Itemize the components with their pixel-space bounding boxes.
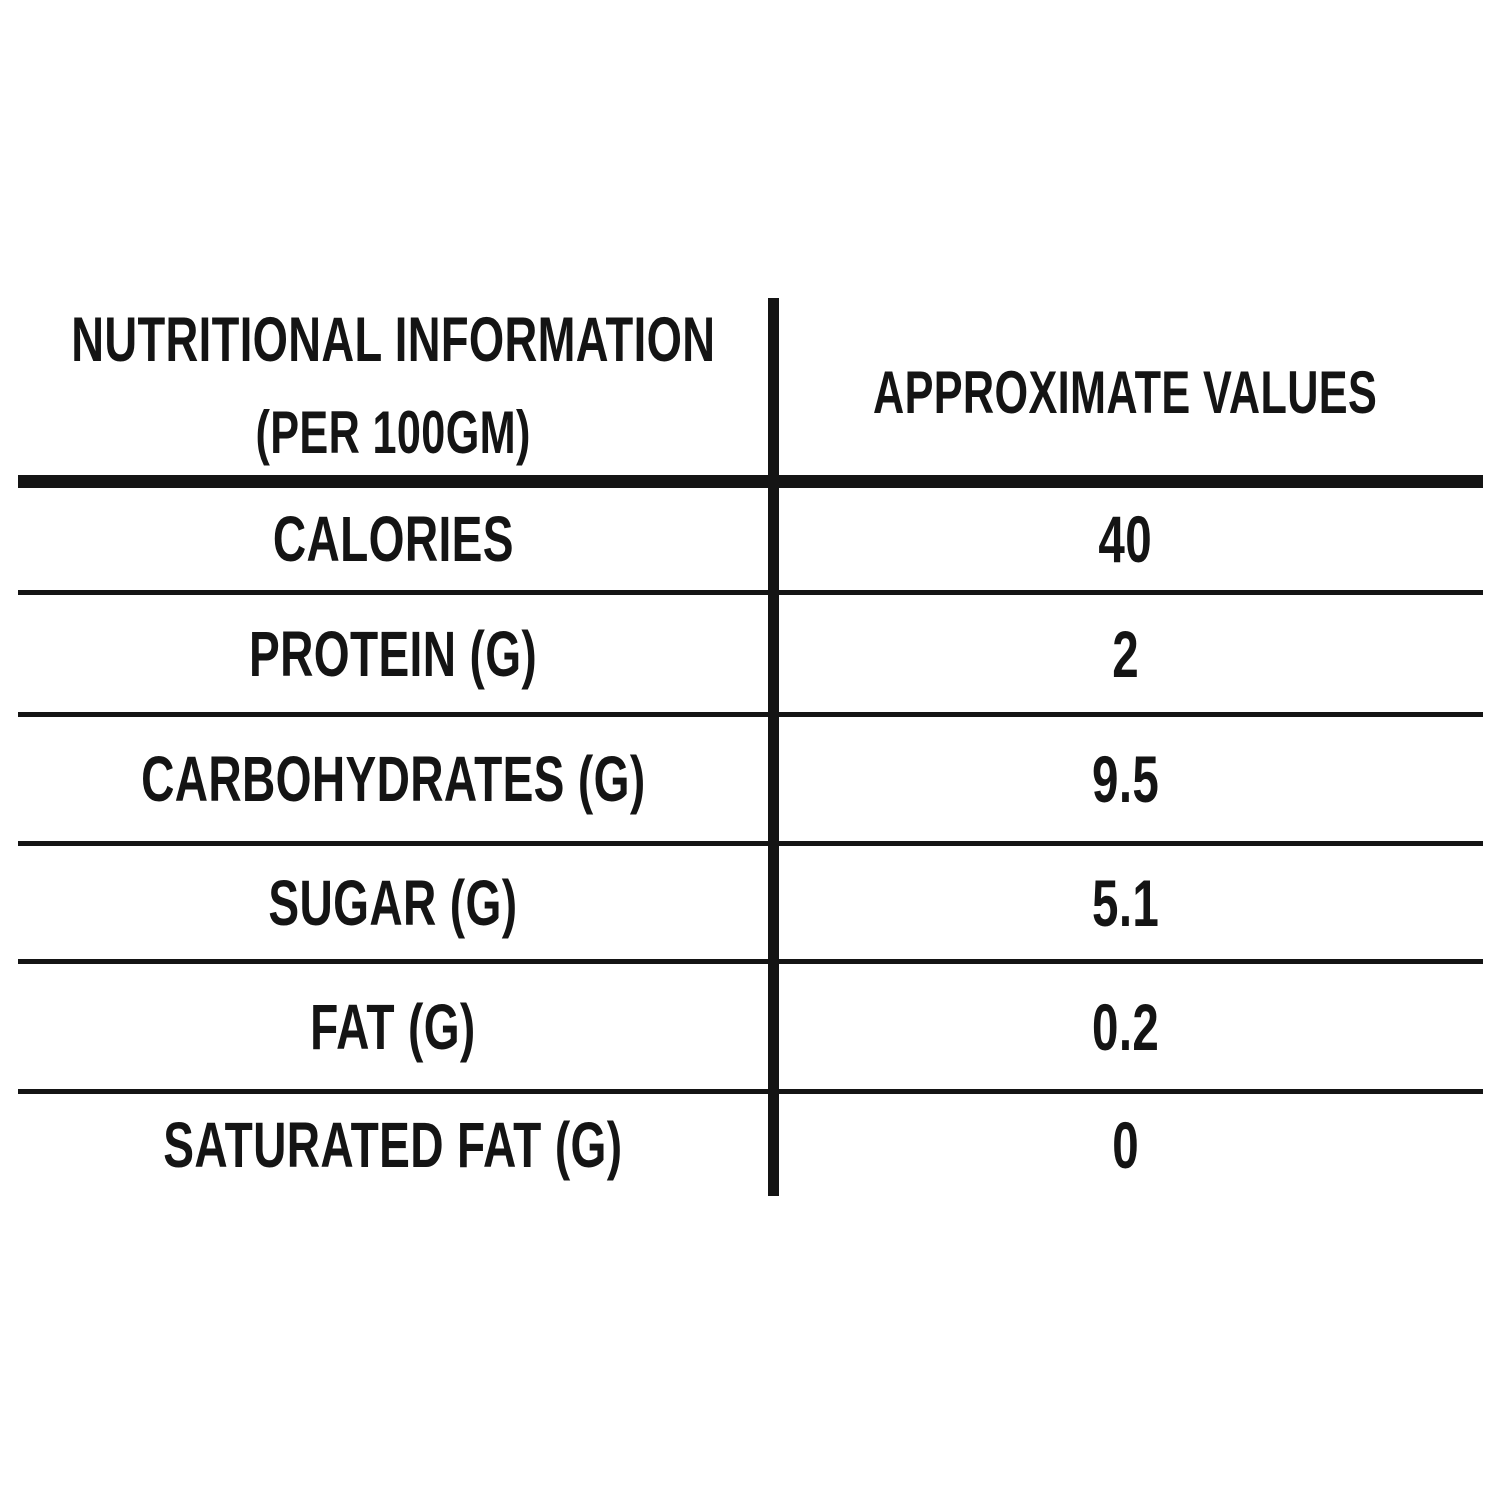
saturated-fat-label: SATURATED FAT (G)	[163, 1109, 623, 1181]
protein-value: 2	[1112, 616, 1139, 691]
table-row-saturated-fat: SATURATED FAT (G) 0	[18, 1094, 1483, 1196]
calories-value: 40	[1098, 502, 1153, 576]
protein-label: PROTEIN (G)	[248, 617, 538, 690]
row-label: SUGAR (G)	[18, 846, 768, 959]
row-value: 40	[768, 488, 1483, 590]
row-label: CALORIES	[18, 488, 768, 590]
row-value: 0.2	[768, 964, 1483, 1089]
table-row-carbohydrates: CARBOHYDRATES (G) 9.5	[18, 717, 1483, 846]
header-serving-size: (PER 100GM)	[255, 398, 531, 466]
table-row-sugar: SUGAR (G) 5.1	[18, 846, 1483, 964]
row-label: FAT (G)	[18, 964, 768, 1089]
table-row-calories: CALORIES 40	[18, 488, 1483, 595]
table-row-protein: PROTEIN (G) 2	[18, 595, 1483, 717]
nutrition-table: NUTRITIONAL INFORMATION (PER 100GM) APPR…	[18, 295, 1483, 1196]
fat-value: 0.2	[1091, 989, 1160, 1064]
row-value: 0	[768, 1094, 1483, 1196]
row-value: 5.1	[768, 846, 1483, 959]
row-value: 2	[768, 595, 1483, 712]
table-row-fat: FAT (G) 0.2	[18, 964, 1483, 1094]
saturated-fat-value: 0	[1112, 1108, 1139, 1182]
sugar-value: 5.1	[1091, 865, 1160, 940]
sugar-label: SUGAR (G)	[268, 866, 518, 939]
column-divider-line	[768, 298, 779, 1196]
fat-label: FAT (G)	[310, 990, 476, 1063]
header-title: NUTRITIONAL INFORMATION	[70, 304, 716, 375]
table-header-row: NUTRITIONAL INFORMATION (PER 100GM) APPR…	[18, 295, 1483, 488]
header-approximate-values: APPROXIMATE VALUES	[768, 295, 1483, 475]
row-label: SATURATED FAT (G)	[18, 1094, 768, 1196]
carbohydrates-label: CARBOHYDRATES (G)	[140, 743, 646, 815]
header-nutritional-information: NUTRITIONAL INFORMATION (PER 100GM)	[18, 295, 768, 475]
row-label: CARBOHYDRATES (G)	[18, 717, 768, 841]
header-values-label: APPROXIMATE VALUES	[873, 358, 1378, 426]
row-label: PROTEIN (G)	[18, 595, 768, 712]
calories-label: CALORIES	[272, 503, 514, 575]
carbohydrates-value: 9.5	[1091, 742, 1160, 816]
row-value: 9.5	[768, 717, 1483, 841]
